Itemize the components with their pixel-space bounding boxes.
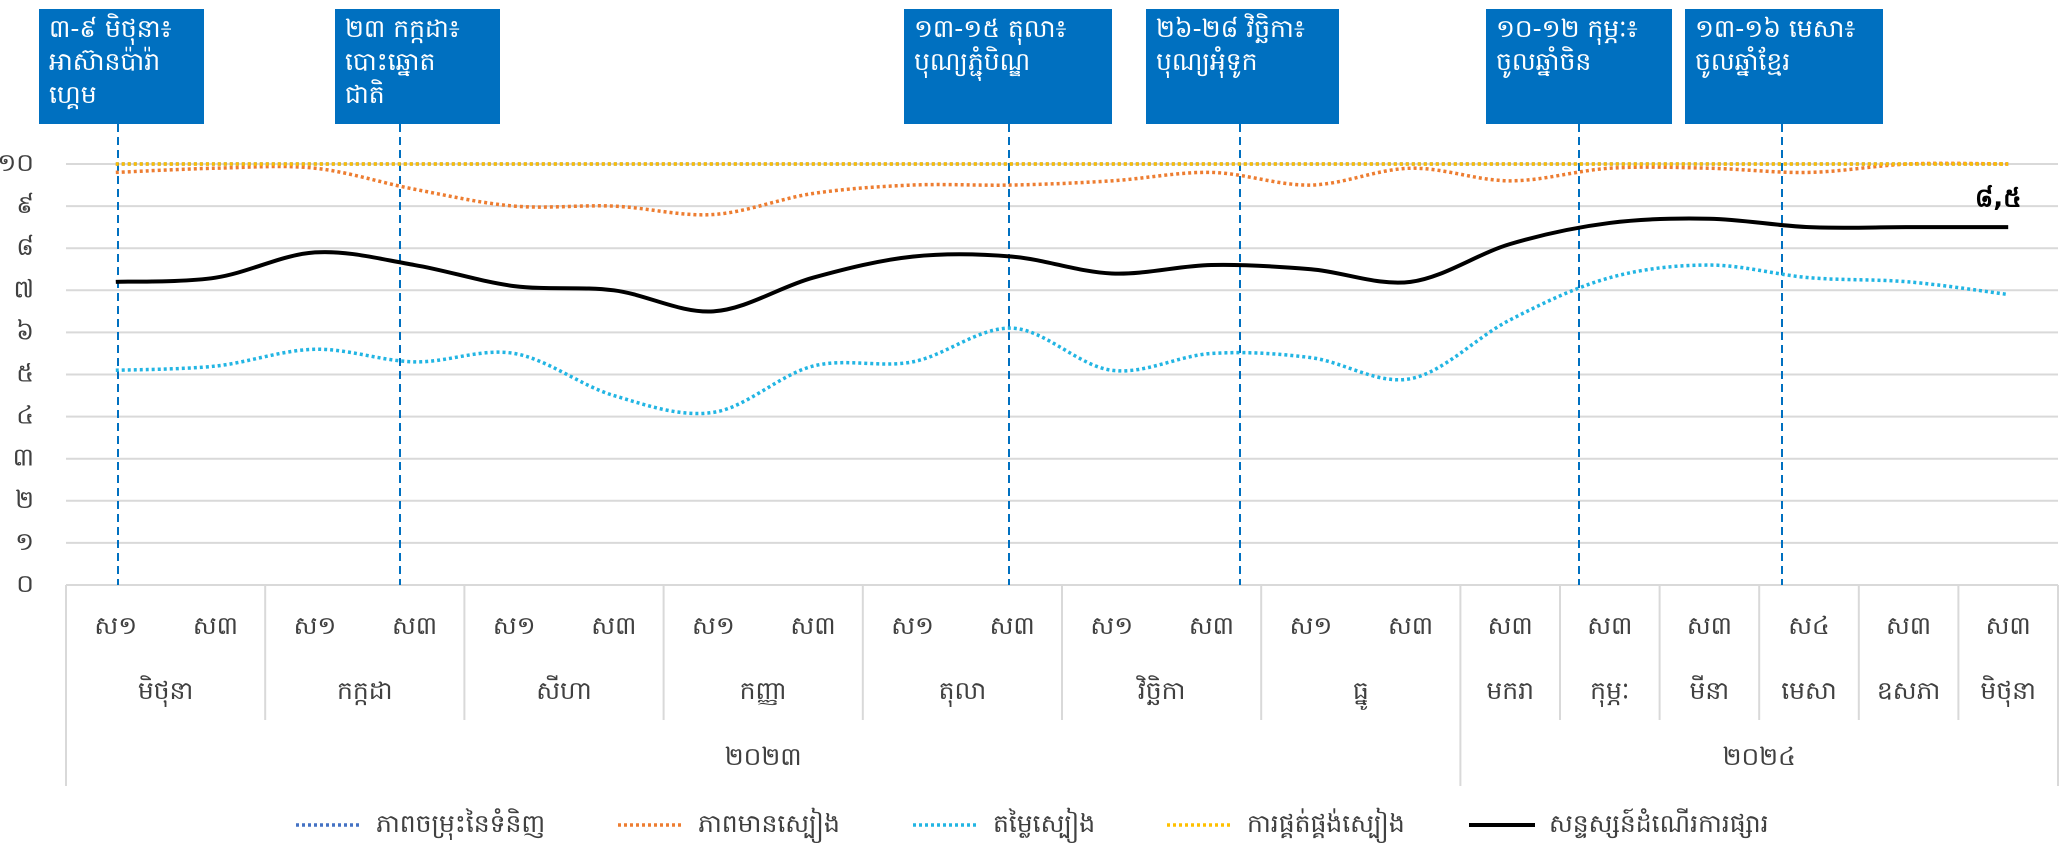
event-box [335,9,500,124]
x-tick-label: ស១ [294,611,337,640]
y-tick-label: ៧ [13,274,34,303]
event-text: បុណ្យអុំទូក [1156,46,1257,78]
event-box [1685,9,1883,124]
event-text: ជាតិ [345,79,385,109]
x-tick-label: ស៣ [591,611,636,640]
month-label: ធ្នូ [1353,676,1369,710]
y-tick-label: ១០ [0,148,34,177]
x-tick-label: ស៣ [193,611,238,640]
x-tick-label: ស៣ [1388,611,1433,640]
month-label: សីហា [536,675,592,705]
month-label: មិថុនា [138,675,194,707]
x-tick-label: ស១ [1090,611,1133,640]
x-tick-label: ស១ [891,611,934,640]
event-text: ហ្គេម [49,80,97,110]
x-tick-label: ស១ [493,611,536,640]
data-label: ៨,៥ [1975,184,2022,214]
event-box [1146,9,1339,124]
x-tick-label: ស៤ [1788,611,1830,640]
y-tick-label: ៥ [16,359,34,388]
legend-label: សន្ទស្សន៍ដំណើរការផ្សារ [1549,808,1769,839]
x-tick-label: ស៣ [1986,611,2031,640]
x-tick-label: ស១ [692,611,735,640]
x-tick-label: ស៣ [1189,611,1234,640]
event-text: ១០-១២ កុម្ភៈ៖ [1496,14,1638,45]
event-box [904,9,1112,124]
x-tick-label: ស៣ [1687,611,1732,640]
month-label: កក្កដា [337,676,393,706]
month-label: មករា [1486,676,1534,705]
month-label: មិថុនា [1980,675,2036,707]
month-label: កញ្ញា [740,676,787,706]
month-label: កុម្ភៈ [1590,676,1629,707]
y-tick-label: ៩ [16,190,34,219]
series-line [115,216,2009,314]
year-label: ២០២៤ [1723,742,1796,771]
y-tick-label: ៤ [16,401,34,430]
event-text: ១៣-១៦ មេសា៖ [1695,14,1855,43]
event-text: បោះឆ្នោត [345,47,435,77]
x-tick-label: ស៣ [392,611,437,640]
event-text: អាស៊ានប៉ារ៉ា [49,46,160,76]
y-tick-label: ៣ [13,443,34,472]
x-tick-label: ស៣ [1488,611,1533,640]
series-line [115,161,2009,217]
event-text: ៣-៩ មិថុនា៖ [49,13,172,45]
x-tick-label: ស៣ [1886,611,1931,640]
year-label: ២០២៣ [725,742,802,771]
x-tick-label: ស១ [1290,611,1333,640]
event-text: ១៣-១៥ តុលា៖ [914,14,1066,45]
event-text: ២៣ កក្កដា៖ [345,14,460,44]
event-text: បុណ្យភ្ជុំបិណ្ឌ [914,46,1030,81]
y-tick-label: ៨ [16,232,34,261]
event-box [1486,9,1672,124]
month-label: មេសា [1781,676,1837,705]
legend-label: ការផ្គត់ផ្គង់ស្បៀង [1247,807,1405,843]
x-tick-label: ស១ [94,611,137,640]
event-text: ចូលឆ្នាំចិន [1496,46,1591,78]
y-tick-label: ៦ [16,316,34,345]
x-tick-label: ស៣ [990,611,1035,640]
event-text: ចូលឆ្នាំខ្មែរ [1695,46,1790,78]
y-tick-label: ០ [16,569,34,598]
x-tick-label: ស៣ [790,611,835,640]
series-line [115,263,2009,416]
month-label: តុលា [939,676,987,707]
legend-label: ភាពមានស្បៀង [698,807,840,843]
month-label: មីនា [1690,675,1730,705]
month-label: ឧសភា [1877,676,1940,705]
month-label: វិច្ឆិកា [1136,675,1186,706]
legend-label: តម្លៃស្បៀង [993,807,1095,843]
y-tick-label: ១ [15,527,34,556]
legend-label: ភាពចម្រុះនៃទំនិញ [376,808,545,840]
event-text: ២៦-២៨ វិច្ឆិកា៖ [1156,13,1305,44]
event-box [39,9,204,124]
y-tick-label: ២ [15,485,34,514]
x-tick-label: ស៣ [1587,611,1632,640]
